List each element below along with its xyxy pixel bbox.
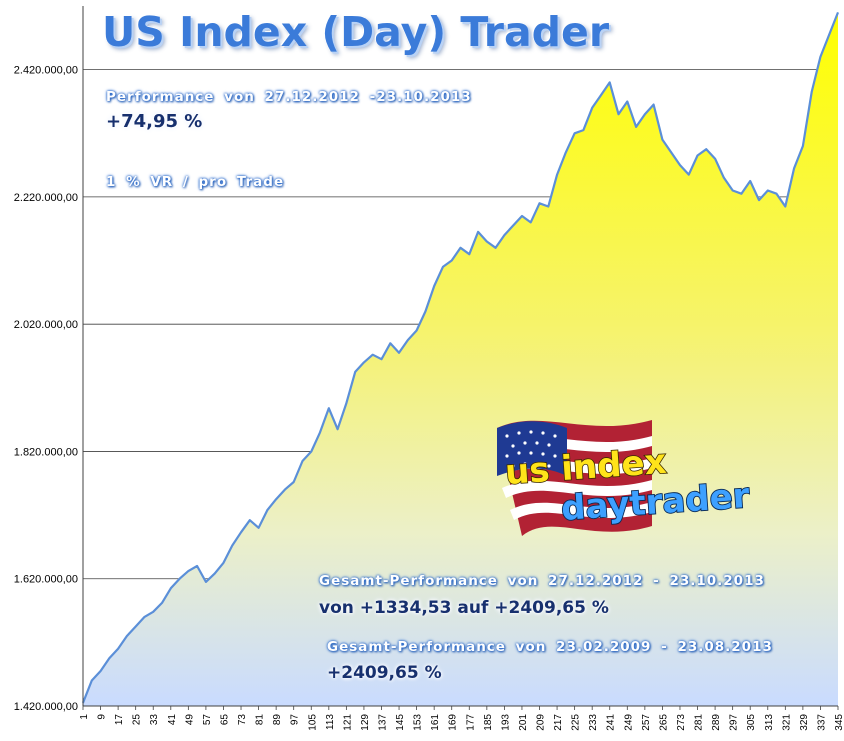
gesamt-performance-1-label: Gesamt-Performance von 27.12.2012 - 23.1… xyxy=(319,573,765,589)
x-tick-label: 249 xyxy=(623,714,634,731)
x-tick-label: 281 xyxy=(694,714,705,731)
x-tick-label: 49 xyxy=(184,714,195,726)
gesamt-performance-2-value: +2409,65 % xyxy=(327,663,442,683)
x-tick-label: 313 xyxy=(764,714,775,731)
x-tick-label: 161 xyxy=(430,714,441,731)
x-tick-label: 73 xyxy=(237,714,248,726)
x-tick-label: 337 xyxy=(816,714,827,731)
x-tick-label: 9 xyxy=(97,714,108,720)
x-tick-label: 297 xyxy=(729,714,740,731)
x-tick-label: 25 xyxy=(132,714,143,726)
equity-line xyxy=(81,11,840,704)
x-tick-label: 321 xyxy=(781,714,792,731)
x-tick-label: 41 xyxy=(167,714,178,726)
y-tick-label: 1.820.000,00 xyxy=(14,446,78,458)
x-tick-label: 329 xyxy=(799,714,810,731)
risk-note: 1 % VR / pro Trade xyxy=(106,174,285,190)
chart-title: US Index (Day) Trader xyxy=(102,8,610,56)
x-tick-label: 65 xyxy=(219,714,230,726)
x-tick-label: 217 xyxy=(553,714,564,731)
x-tick-label: 257 xyxy=(641,714,652,731)
x-tick-label: 1 xyxy=(79,714,90,720)
x-tick-label: 233 xyxy=(588,714,599,731)
x-tick-label: 273 xyxy=(676,714,687,731)
x-tick-label: 81 xyxy=(255,714,266,726)
x-tick-label: 153 xyxy=(413,714,424,731)
y-tick-labels: 1.420.000,00 1.620.000,00 1.820.000,00 2.02… xyxy=(14,65,78,713)
y-tick-label: 2.420.000,00 xyxy=(14,65,78,77)
equity-area xyxy=(83,12,838,706)
x-tick-label: 305 xyxy=(746,714,757,731)
performance-period-label: Performance von 27.12.2012 -23.10.2013 xyxy=(106,89,472,105)
x-tick-label: 17 xyxy=(114,714,125,726)
performance-value: +74,95 % xyxy=(106,111,203,132)
x-tick-label: 105 xyxy=(307,714,318,731)
gesamt-performance-2-label: Gesamt-Performance von 23.02.2009 - 23.0… xyxy=(327,639,773,655)
x-tick-label: 345 xyxy=(834,714,844,731)
y-tick-label: 2.220.000,00 xyxy=(14,192,78,204)
y-tick-label: 2.020.000,00 xyxy=(14,319,78,331)
x-tick-label: 145 xyxy=(395,714,406,731)
y-tick-label: 1.420.000,00 xyxy=(14,701,78,713)
x-tick-label: 137 xyxy=(377,714,388,731)
flag-icon xyxy=(497,420,652,536)
x-tick-label: 241 xyxy=(606,714,617,731)
x-tick-label: 185 xyxy=(483,714,494,731)
y-tick-label: 1.620.000,00 xyxy=(14,574,78,586)
x-tick-label: 289 xyxy=(711,714,722,731)
x-tick-label: 209 xyxy=(536,714,547,731)
gesamt-performance-1-value: von +1334,53 auf +2409,65 % xyxy=(319,598,609,618)
x-tick-label: 225 xyxy=(571,714,582,731)
x-tick-label: 121 xyxy=(342,714,353,731)
x-tick-label: 177 xyxy=(465,714,476,731)
x-tick-label: 97 xyxy=(290,714,301,726)
x-tick-labels: 1 9 17 25 33 41 49 57 65 73 81 89 97 105 113 121 129 137 1… xyxy=(79,706,844,731)
x-tick-label: 89 xyxy=(272,714,283,726)
x-tick-label: 265 xyxy=(658,714,669,731)
x-tick-label: 129 xyxy=(360,714,371,731)
x-tick-label: 193 xyxy=(500,714,511,731)
us-index-daytrader-logo: us index daytrader xyxy=(497,420,752,536)
x-tick-label: 113 xyxy=(325,714,336,730)
x-tick-label: 201 xyxy=(518,714,529,731)
x-tick-label: 169 xyxy=(448,714,459,731)
x-tick-label: 33 xyxy=(149,714,160,726)
x-tick-label: 57 xyxy=(202,714,213,726)
